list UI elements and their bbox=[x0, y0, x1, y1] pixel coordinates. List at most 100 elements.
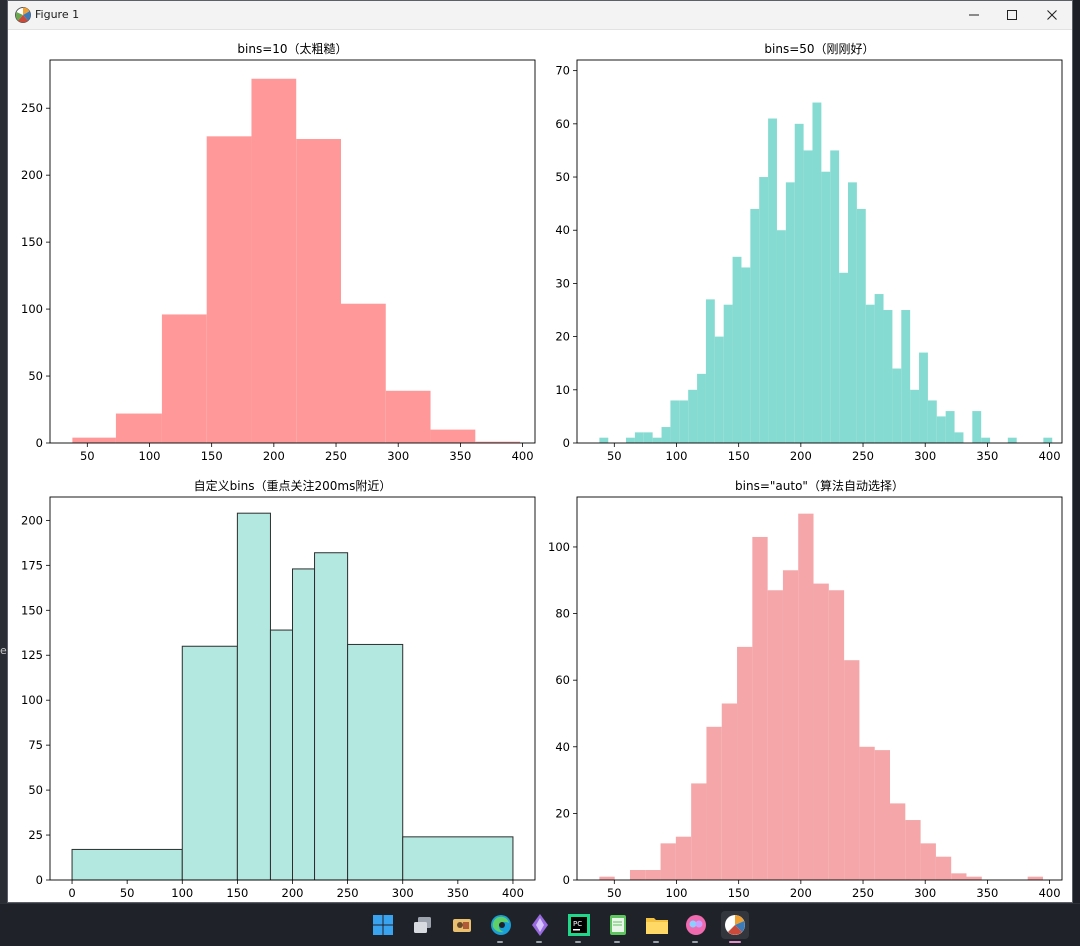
notepad-icon[interactable] bbox=[604, 911, 632, 939]
y-tick-label: 200 bbox=[21, 168, 43, 182]
x-tick-label: 350 bbox=[449, 449, 471, 463]
x-tick-label: 400 bbox=[512, 449, 534, 463]
x-tick-label: 300 bbox=[914, 886, 936, 900]
histogram-bar bbox=[269, 629, 294, 881]
x-tick-label: 400 bbox=[1039, 886, 1061, 900]
subplot-title: 自定义bins（重点关注200ms附近） bbox=[194, 478, 392, 493]
axes-frame bbox=[49, 59, 536, 444]
active-indicator bbox=[729, 941, 741, 943]
x-tick-label: 50 bbox=[607, 449, 622, 463]
running-indicator bbox=[497, 941, 503, 943]
subplot-2: bins=50（刚刚好） 50 100 150 200 250 300 350 400 0 10 20… bbox=[555, 42, 1063, 463]
histogram-bar bbox=[782, 570, 799, 880]
histogram-bar bbox=[645, 870, 661, 880]
y-tick-label: 70 bbox=[555, 64, 570, 78]
histogram-bar bbox=[972, 411, 982, 443]
histogram-bar bbox=[714, 336, 724, 443]
x-tick-label: 150 bbox=[201, 449, 223, 463]
matplotlib-figure-icon[interactable] bbox=[721, 911, 749, 939]
y-tick-label: 60 bbox=[555, 117, 570, 131]
histogram-bar bbox=[874, 750, 891, 880]
histogram-bar bbox=[910, 389, 920, 443]
edge-browser-icon[interactable] bbox=[487, 911, 515, 939]
maximize-button[interactable] bbox=[992, 1, 1032, 29]
x-tick-label: 50 bbox=[607, 886, 622, 900]
edge-logo-icon bbox=[491, 915, 511, 935]
histogram-bar bbox=[785, 182, 795, 443]
histogram-bar bbox=[812, 102, 822, 444]
histogram-bar bbox=[767, 590, 783, 880]
task-view-glyph-icon bbox=[414, 917, 431, 933]
histogram-bar bbox=[927, 400, 937, 443]
histogram-bar bbox=[1027, 876, 1043, 880]
window-title: Figure 1 bbox=[35, 8, 80, 21]
histogram-bar bbox=[966, 876, 982, 880]
minimize-button[interactable] bbox=[954, 1, 994, 29]
histogram-bar bbox=[634, 432, 644, 443]
running-indicator bbox=[614, 941, 620, 943]
histogram-bar bbox=[705, 299, 715, 443]
histogram-bar bbox=[794, 123, 804, 443]
x-tick-label: 350 bbox=[976, 449, 998, 463]
y-tick-label: 100 bbox=[548, 540, 570, 554]
background-window-text: e bbox=[0, 644, 7, 657]
photo-folder-icon bbox=[453, 919, 471, 932]
pycharm-icon[interactable]: PC bbox=[565, 911, 593, 939]
background-window-edge-right bbox=[1073, 0, 1080, 903]
y-tick-label: 60 bbox=[555, 673, 570, 687]
copilot-icon[interactable] bbox=[682, 911, 710, 939]
x-tick-label: 200 bbox=[282, 886, 304, 900]
histogram-bar bbox=[844, 660, 860, 880]
histogram-bar bbox=[161, 314, 207, 443]
y-tick-label: 0 bbox=[36, 873, 43, 887]
y-tick-label: 10 bbox=[555, 383, 570, 397]
x-tick-label: 0 bbox=[68, 886, 75, 900]
histogram-bar bbox=[890, 803, 906, 880]
histogram-bar bbox=[892, 368, 902, 443]
x-tick-label: 50 bbox=[120, 886, 135, 900]
visual-studio-icon[interactable] bbox=[526, 911, 554, 939]
histogram-bar bbox=[803, 150, 813, 444]
x-tick-label: 350 bbox=[976, 886, 998, 900]
histogram-bar bbox=[798, 513, 814, 880]
histogram-bar bbox=[72, 437, 116, 443]
x-tick-label: 250 bbox=[852, 449, 874, 463]
file-explorer-icon[interactable] bbox=[448, 911, 476, 939]
running-indicator bbox=[575, 941, 581, 943]
histogram-bar bbox=[920, 843, 936, 880]
x-tick-label: 200 bbox=[790, 449, 812, 463]
y-tick-label: 50 bbox=[28, 369, 43, 383]
subplot-title: bins=10（太粗糙） bbox=[237, 41, 347, 56]
histogram-bar bbox=[697, 373, 706, 443]
y-tick-label: 25 bbox=[28, 828, 43, 842]
vs-logo-icon bbox=[532, 914, 548, 936]
y-tick-label: 150 bbox=[21, 235, 43, 249]
windows-start-icon[interactable] bbox=[369, 911, 397, 939]
x-tick-label: 300 bbox=[387, 449, 409, 463]
title-bar[interactable]: Figure 1 bbox=[8, 1, 1072, 30]
histogram-bar bbox=[402, 836, 514, 881]
close-button[interactable] bbox=[1032, 1, 1072, 29]
y-tick-label: 0 bbox=[36, 436, 43, 450]
copilot-glyph-icon bbox=[686, 915, 706, 935]
histogram-bar bbox=[670, 400, 680, 443]
histogram-bar bbox=[706, 726, 722, 880]
histogram-bar bbox=[768, 118, 777, 443]
x-tick-label: 300 bbox=[914, 449, 936, 463]
histogram-bar bbox=[341, 303, 386, 443]
y-tick-label: 0 bbox=[563, 873, 570, 887]
folder-icon[interactable] bbox=[643, 911, 671, 939]
matplotlib-taskbar-icon bbox=[725, 915, 745, 935]
task-view-icon[interactable] bbox=[409, 911, 437, 939]
histogram-bar bbox=[251, 78, 297, 443]
minimize-icon bbox=[969, 14, 979, 16]
histogram-bar bbox=[859, 746, 875, 880]
y-tick-label: 100 bbox=[21, 693, 43, 707]
svg-text:PC: PC bbox=[573, 920, 582, 928]
histogram-bar bbox=[629, 870, 646, 880]
histogram-bar bbox=[1043, 437, 1053, 443]
subplot-1: bins=10（太粗糙） 50 100 150 200 250 300 350 400 0 50 10… bbox=[21, 41, 536, 463]
histogram-bar bbox=[954, 432, 964, 443]
histogram-bar bbox=[347, 643, 404, 881]
y-tick-label: 50 bbox=[28, 783, 43, 797]
